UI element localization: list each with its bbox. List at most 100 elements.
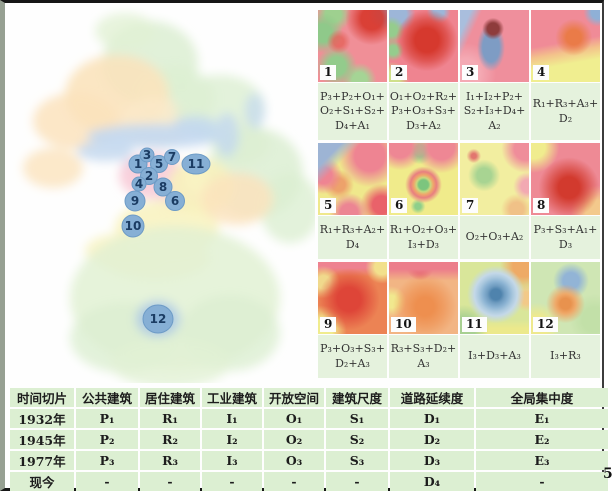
panel-formula: P₃+O₃+S₃+ D₂+A₃ [318, 335, 387, 378]
heatmap-panel-3: 3 I₁+I₂+P₂+ S₂+I₃+D₄+ A₂ [460, 10, 529, 141]
table-header-row: 时间切片 公共建筑 居住建筑 工业建筑 开放空间 建筑尺度 道路延续度 全局集中… [10, 388, 608, 407]
table-cell: O₂ [264, 430, 324, 449]
table-cell: 1977年 [10, 451, 74, 470]
heatmap-image-7: 7 [460, 143, 529, 216]
panel-number-badge: 12 [533, 317, 558, 333]
table-row-1945: 1945年 P₂ R₂ I₂ O₂ S₂ D₂ E₂ [10, 430, 608, 449]
heatmap-image-10: 10 [389, 262, 458, 335]
table-header-cell: 居住建筑 [140, 388, 200, 407]
panel-formula: O₁+O₂+R₂+ P₃+O₃+S₃+ D₃+A₂ [389, 83, 458, 141]
table-header-cell: 公共建筑 [76, 388, 138, 407]
panel-number-badge: 7 [462, 198, 479, 214]
table-cell: P₂ [76, 430, 138, 449]
svg-text:5: 5 [155, 157, 163, 171]
panel-formula: R₁+R₃+A₂+ D₄ [318, 216, 387, 260]
heatmap-panel-11: 11 I₃+D₃+A₃ [460, 262, 529, 378]
map-canvas: 1 3 5 7 11 2 4 [23, 13, 320, 388]
heatmap-panel-8: 8 P₃+S₃+A₁+ D₃ [531, 143, 600, 260]
panel-number-badge: 6 [391, 198, 408, 214]
table-cell: E₁ [476, 409, 608, 428]
svg-text:3: 3 [143, 148, 151, 162]
table-cell: 1932年 [10, 409, 74, 428]
table-cell: R₃ [140, 451, 200, 470]
table-cell: P₃ [76, 451, 138, 470]
svg-text:11: 11 [188, 157, 205, 171]
heatmap-panel-12: 12 I₃+R₃ [531, 262, 600, 378]
svg-text:4: 4 [135, 177, 143, 191]
map-marker-10: 10 [121, 214, 145, 238]
table-cell: - [140, 472, 200, 491]
panel-formula: I₁+I₂+P₂+ S₂+I₃+D₄+ A₂ [460, 83, 529, 141]
panel-number-badge: 11 [462, 317, 487, 333]
panel-number-badge: 9 [320, 317, 337, 333]
table-cell: R₁ [140, 409, 200, 428]
map-marker-7: 7 [164, 149, 180, 165]
table-row-1932: 1932年 P₁ R₁ I₁ O₁ S₁ D₁ E₁ [10, 409, 608, 428]
panel-number-badge: 10 [391, 317, 416, 333]
table-cell: D₁ [390, 409, 474, 428]
heatmap-panel-6: 6 R₁+O₂+O₃+ I₃+D₃ [389, 143, 458, 260]
table-cell: - [326, 472, 388, 491]
heatmap-panel-1: 1 P₃+P₂+O₁+ O₂+S₁+S₂+ D₄+A₁ [318, 10, 387, 141]
heatmap-panel-4: 4 R₁+R₃+A₃+ D₂ [531, 10, 600, 141]
table-cell: P₁ [76, 409, 138, 428]
table-header-cell: 开放空间 [264, 388, 324, 407]
table-cell: D₃ [390, 451, 474, 470]
table-cell: E₃ [476, 451, 608, 470]
table-cell: O₃ [264, 451, 324, 470]
heatmap-panel-7: 7 O₂+O₃+A₂ [460, 143, 529, 260]
heatmap-grid: 1 P₃+P₂+O₁+ O₂+S₁+S₂+ D₄+A₁ 2 O₁+O₂+R₂+ … [318, 10, 600, 378]
panel-formula: R₁+O₂+O₃+ I₃+D₃ [389, 216, 458, 260]
table-cell: - [76, 472, 138, 491]
panel-number-badge: 4 [533, 65, 550, 80]
table-cell: S₂ [326, 430, 388, 449]
table-cell: - [476, 472, 608, 491]
panel-formula: I₃+D₃+A₃ [460, 335, 529, 378]
panel-formula: O₂+O₃+A₂ [460, 216, 529, 260]
heatmap-image-4: 4 [531, 10, 600, 82]
table-cell: S₃ [326, 451, 388, 470]
city-map: 1 3 5 7 11 2 4 [5, 3, 320, 388]
panel-number-badge: 8 [533, 198, 550, 214]
map-marker-8: 8 [153, 177, 173, 197]
table-cell: I₂ [202, 430, 262, 449]
table-cell: D₂ [390, 430, 474, 449]
svg-text:10: 10 [125, 219, 142, 233]
heatmap-panel-10: 10 R₃+S₃+D₂+ A₃ [389, 262, 458, 378]
svg-text:6: 6 [171, 194, 179, 208]
map-marker-12: 12 [142, 304, 174, 334]
svg-text:8: 8 [159, 180, 167, 194]
table-cell: S₁ [326, 409, 388, 428]
map-marker-3: 3 [139, 147, 155, 163]
heatmap-image-3: 3 [460, 10, 529, 82]
table-header-cell: 工业建筑 [202, 388, 262, 407]
panel-number-badge: 2 [391, 65, 408, 80]
table-cell: 现今 [10, 472, 74, 491]
map-marker-5: 5 [150, 155, 168, 173]
table-header-cell: 建筑尺度 [326, 388, 388, 407]
svg-text:9: 9 [131, 194, 139, 208]
figure-number: 5 [603, 466, 612, 482]
panel-number-badge: 1 [320, 65, 337, 80]
table-header-cell: 全局集中度 [476, 388, 608, 407]
table-cell: I₃ [202, 451, 262, 470]
panel-number-badge: 5 [320, 198, 337, 214]
svg-text:7: 7 [168, 150, 176, 164]
time-slice-table: 时间切片 公共建筑 居住建筑 工业建筑 开放空间 建筑尺度 道路延续度 全局集中… [8, 386, 608, 491]
table-cell: - [202, 472, 262, 491]
table-header-cell: 时间切片 [10, 388, 74, 407]
heatmap-image-9: 9 [318, 262, 387, 335]
heatmap-image-5: 5 [318, 143, 387, 216]
heatmap-image-1: 1 [318, 10, 387, 82]
table-header-cell: 道路延续度 [390, 388, 474, 407]
svg-text:1: 1 [134, 157, 142, 171]
map-marker-4: 4 [131, 176, 147, 192]
heatmap-panel-2: 2 O₁+O₂+R₂+ P₃+O₃+S₃+ D₃+A₂ [389, 10, 458, 141]
map-marker-6: 6 [165, 191, 185, 211]
table-cell: - [264, 472, 324, 491]
heatmap-image-6: 6 [389, 143, 458, 216]
panel-formula: P₃+S₃+A₁+ D₃ [531, 216, 600, 260]
table-row-1977: 1977年 P₃ R₃ I₃ O₃ S₃ D₃ E₃ [10, 451, 608, 470]
panel-formula: R₁+R₃+A₃+ D₂ [531, 83, 600, 141]
